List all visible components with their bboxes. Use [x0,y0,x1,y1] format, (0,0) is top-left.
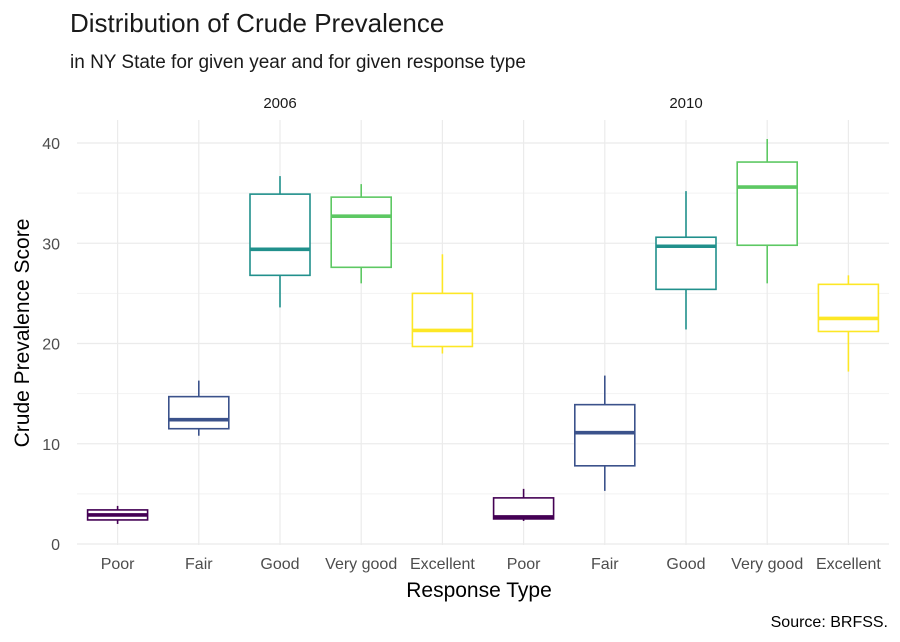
facet-label: 2006 [263,95,296,112]
x-tick-label: Good [260,556,299,573]
x-tick-label: Excellent [816,556,881,573]
chart-caption: Source: BRFSS. [771,614,888,631]
y-tick-label: 40 [42,136,60,153]
box-fair [573,375,636,491]
x-tick-label: Fair [185,556,213,573]
facet-label: 2010 [669,95,702,112]
box-body [573,403,636,467]
y-axis-ticks: 0 10 20 30 40 [42,136,60,554]
x-tick-label: Very good [325,556,397,573]
box-poor [492,488,555,521]
x-axis-title: Response Type [406,579,552,602]
chart-title: Distribution of Crude Prevalence [70,8,444,38]
facet-panel-2006: 2006 Poor Fair Good Very good Excellent [77,95,483,573]
box-very-good [330,184,393,284]
chart-subtitle: in NY State for given year and for given… [70,52,526,73]
box-body [736,161,799,247]
box-excellent [817,275,880,372]
box-good [655,191,717,330]
box-body [817,283,880,333]
y-axis-title: Crude Prevalence Score [11,219,34,448]
box-body [168,395,230,430]
x-tick-label: Good [666,556,705,573]
box-body [411,292,474,348]
x-tick-label: Excellent [410,556,475,573]
x-tick-label: Fair [591,556,619,573]
x-tick-label: Poor [101,556,135,573]
box-body [249,193,311,277]
y-tick-label: 10 [42,437,60,454]
box-body [492,497,555,520]
y-tick-label: 20 [42,337,60,354]
box-very-good [736,138,799,284]
facet-panels: 2006 Poor Fair Good Very good Excellent 2010 Po… [77,95,889,573]
box-body [330,196,393,269]
y-tick-label: 30 [42,236,60,253]
facet-panel-2010: 2010 Poor Fair Good Very good Excellent [483,95,889,573]
x-tick-label: Poor [507,556,541,573]
y-tick-label: 0 [51,537,60,554]
box-fair [168,380,230,436]
box-excellent [411,254,474,354]
box-good [249,176,311,308]
x-tick-label: Very good [731,556,803,573]
box-poor [86,505,149,524]
